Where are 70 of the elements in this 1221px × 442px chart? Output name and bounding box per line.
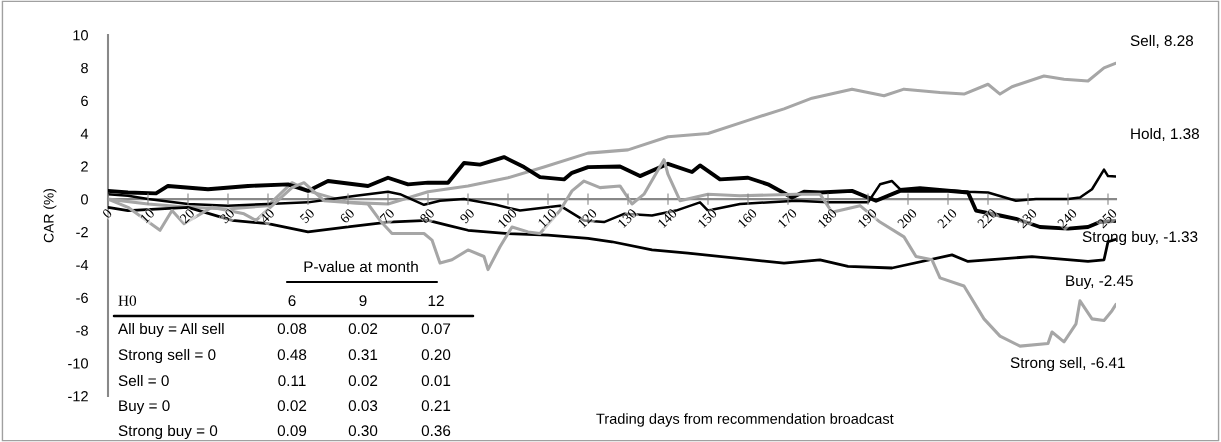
text: 0.03 — [348, 400, 378, 412]
annotation: 0.02 — [348, 375, 378, 387]
x-axis-title: Trading days from recommendation broadcast — [596, 413, 894, 427]
annotation: 0.11 — [278, 375, 306, 387]
text: Sell, 8.28 — [1130, 34, 1194, 48]
x-tick-label: 60 — [339, 208, 355, 224]
annotation: 0.01 — [421, 375, 451, 387]
text: 0.02 — [277, 400, 307, 412]
x-tick-label: 70 — [379, 208, 395, 224]
annotation: 0.20 — [421, 349, 451, 361]
annotation: 6 — [288, 295, 296, 307]
x-tick-label: 0 — [101, 208, 113, 219]
y-tick-label: 6 — [81, 95, 88, 107]
x-tick-label: 120 — [577, 208, 598, 229]
x-tick-label: 90 — [459, 208, 475, 224]
x-tick-label: 240 — [1056, 208, 1078, 229]
annotation: 0.07 — [421, 323, 451, 335]
annotation: Strong sell = 0 — [118, 348, 216, 364]
x-tick-label: 110 — [537, 208, 558, 228]
x-tick-label: 140 — [657, 208, 678, 229]
y-tick-label: -12 — [68, 391, 88, 402]
y-tick-label: -6 — [76, 292, 88, 303]
x-tick-label: 10 — [139, 208, 155, 224]
y-axis-title: CAR (%) — [43, 188, 57, 243]
annotation: 0.02 — [348, 323, 378, 335]
text: 0.21 — [421, 400, 451, 412]
x-tick-label: 170 — [777, 208, 798, 229]
x-tick-label: 180 — [817, 208, 838, 229]
x-tick-label: 20 — [179, 208, 195, 224]
annotation: 12 — [428, 295, 444, 306]
text: Hold, 1.38 — [1131, 127, 1199, 141]
annotation: 0.31 — [348, 349, 378, 361]
y-tick-label: 8 — [81, 62, 88, 74]
x-tick-label: 130 — [617, 208, 638, 229]
annotation: 0.48 — [277, 349, 307, 361]
y-tick-label: 2 — [81, 161, 88, 172]
x-tick-label: 150 — [697, 208, 718, 229]
x-tick-label: 190 — [857, 208, 878, 229]
annotation: Sell = 0 — [118, 374, 169, 387]
annotation: Strong sell, -6.41 — [1010, 356, 1125, 372]
y-tick-label: 10 — [73, 30, 88, 41]
x-tick-label: 50 — [299, 208, 315, 224]
annotation: Buy, -2.45 — [1066, 275, 1133, 290]
x-tick-label: 210 — [936, 208, 958, 229]
x-tick-label: 230 — [1016, 208, 1038, 229]
text: 0.09 — [277, 425, 307, 437]
y-tick-label: -8 — [76, 325, 88, 336]
x-tick-label: 40 — [259, 208, 275, 224]
annotation: P-value at month — [304, 260, 418, 273]
annotation: H0 — [118, 295, 137, 306]
text: Buy = 0 — [119, 400, 170, 415]
x-tick-label: 100 — [497, 208, 518, 229]
y-tick-label: -2 — [76, 227, 88, 238]
text: 0.36 — [421, 425, 451, 437]
text: 0.30 — [348, 425, 378, 437]
y-tick-label: 4 — [80, 128, 89, 139]
annotation: All buy = All sell — [118, 322, 224, 338]
annotation: 0.08 — [277, 323, 307, 335]
x-tick-label: 220 — [976, 208, 998, 229]
y-tick-label: 0 — [81, 194, 88, 205]
x-tick-label: 30 — [219, 208, 235, 224]
x-tick-label: 80 — [419, 208, 435, 224]
x-tick-label: 250 — [1096, 208, 1118, 229]
y-tick-label: -4 — [76, 259, 89, 271]
annotation: Strong buy, -1.33 — [1082, 230, 1198, 246]
text: Strong buy = 0 — [118, 424, 218, 440]
x-tick-label: 200 — [896, 208, 918, 229]
x-tick-label: 160 — [737, 208, 758, 229]
annotation: 9 — [359, 295, 367, 307]
y-tick-label: -10 — [68, 358, 88, 369]
